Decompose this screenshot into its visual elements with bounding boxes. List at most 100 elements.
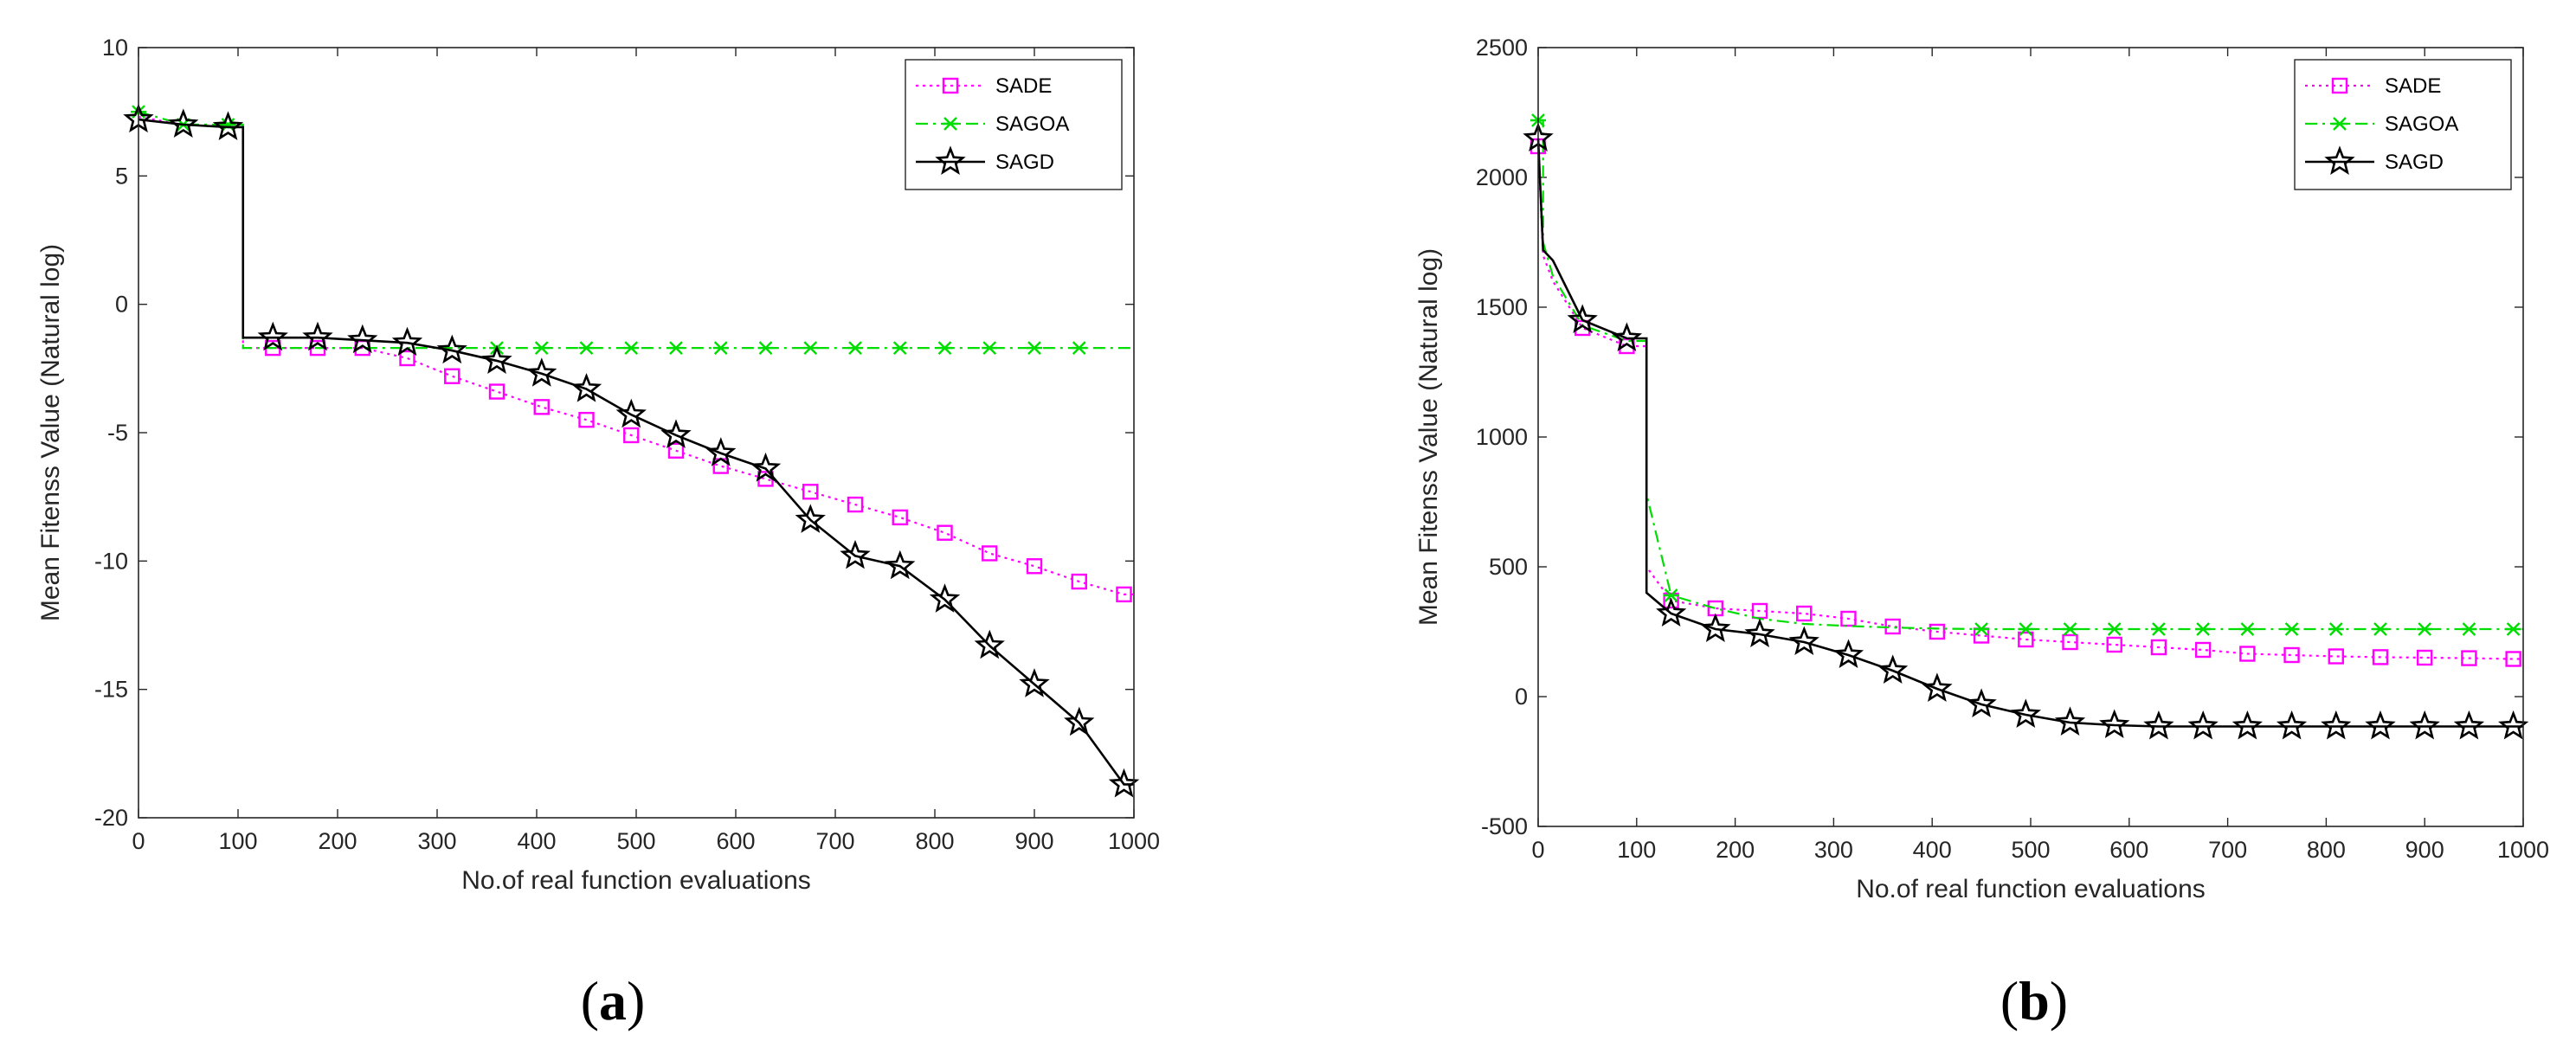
x-tick-label: 1000 — [1108, 828, 1160, 854]
axes-frame — [1537, 47, 2524, 827]
sagoa-marker — [2239, 622, 2256, 636]
x-tick-label: 100 — [218, 828, 257, 854]
sagd-marker — [750, 452, 782, 482]
sade-marker — [623, 427, 640, 444]
y-tick-label: 10 — [102, 35, 128, 61]
sagoa-marker — [1071, 341, 1087, 355]
caption-open-paren: ( — [2000, 970, 2019, 1032]
sade-marker — [2505, 651, 2521, 667]
caption-close-paren: ) — [2050, 970, 2068, 1032]
sagd-marker — [2054, 706, 2086, 736]
x-tick-label: 700 — [2208, 837, 2247, 863]
sagoa-marker — [757, 341, 774, 355]
x-tick-label: 200 — [318, 828, 357, 854]
sagoa-marker — [220, 118, 236, 132]
y-tick-label: -15 — [94, 677, 128, 703]
legend: SADE SAGOA SAGD — [2294, 59, 2512, 190]
x-tick-label: 1000 — [2497, 837, 2549, 863]
sagd-marker — [1064, 706, 1095, 736]
legend-label-sade: SADE — [995, 74, 1052, 98]
sagoa-marker — [533, 341, 550, 355]
sagd-marker — [168, 108, 199, 138]
sade-marker — [982, 545, 998, 562]
sagd-line — [1536, 138, 2523, 728]
sagd-marker — [436, 334, 467, 364]
sagd-marker — [391, 326, 423, 357]
sade-marker — [2018, 631, 2034, 648]
legend-sagd-marker — [2324, 145, 2355, 175]
x-tick-label: 900 — [2405, 837, 2444, 863]
sagd-marker — [1700, 613, 1731, 642]
series-sagd — [1523, 122, 2529, 740]
y-axis-label: Mean Fitenss Value (Natural log) — [36, 244, 65, 621]
sagoa-marker — [2062, 622, 2078, 636]
sagd-marker — [2321, 710, 2352, 740]
sagd-marker — [1966, 688, 1997, 717]
sagd-marker — [1744, 618, 1775, 647]
y-tick-label: -20 — [94, 805, 128, 831]
sade-marker — [399, 350, 415, 367]
sagd-marker — [1788, 626, 1819, 655]
sagoa-marker — [2505, 622, 2521, 636]
sade-marker — [1663, 592, 1679, 609]
caption-letter: b — [2019, 970, 2050, 1032]
chart-panel-a: 0 100 200 300 400 500 600 700 800 900 1000-20-15-1… — [36, 35, 1160, 1032]
sade-marker — [1026, 558, 1043, 575]
x-tick-label: 500 — [616, 828, 655, 854]
sagd-marker — [705, 437, 737, 466]
sade-marker — [2416, 649, 2433, 666]
sagd-marker — [1019, 668, 1050, 697]
x-tick-label: 900 — [1014, 828, 1053, 854]
sade-marker — [937, 524, 953, 541]
x-tick-label: 0 — [1531, 837, 1544, 863]
x-tick-label: 300 — [1814, 837, 1853, 863]
legend-sade-marker — [942, 77, 959, 94]
legend-sagd-marker — [935, 145, 966, 175]
sagoa-marker — [1974, 622, 1990, 636]
sagd-marker — [974, 629, 1005, 659]
sagd-marker — [481, 344, 512, 374]
sagd-marker — [257, 321, 288, 351]
legend-label-sagd: SAGD — [995, 151, 1054, 174]
y-tick-label: 2500 — [1476, 35, 1528, 61]
x-tick-label: 700 — [815, 828, 854, 854]
sagd-marker — [929, 583, 961, 613]
sagoa-marker — [2150, 622, 2167, 636]
sade-marker — [1840, 610, 1857, 627]
sagoa-marker — [2417, 622, 2433, 636]
sagoa-marker — [2106, 622, 2122, 636]
series-sade — [1530, 138, 2523, 667]
sade-marker — [2150, 639, 2167, 656]
y-tick-label: 0 — [1515, 684, 1528, 710]
legend-label-sagd: SAGD — [2385, 151, 2444, 174]
y-tick-label: 1500 — [1476, 294, 1528, 320]
sagd-marker — [526, 357, 557, 387]
legend: SADE SAGOA SAGD — [905, 59, 1123, 190]
sade-marker — [892, 509, 908, 526]
sagd-marker — [615, 398, 647, 428]
sade-marker — [847, 496, 864, 513]
x-tick-label: 600 — [716, 828, 755, 854]
y-tick-label: 1000 — [1476, 424, 1528, 450]
legend-label-sagoa: SAGOA — [2385, 112, 2458, 136]
sagd-marker — [840, 539, 871, 569]
sagoa-marker — [2018, 622, 2034, 636]
sagd-marker — [2010, 698, 2041, 728]
x-tick-label: 800 — [915, 828, 954, 854]
sade-line — [1536, 145, 2523, 660]
y-tick-label: -5 — [107, 420, 128, 446]
sade-marker — [533, 399, 550, 415]
y-tick-label: -500 — [1481, 813, 1528, 839]
y-axis-label: Mean Fitenss Value (Natural log) — [1414, 248, 1443, 626]
sade-marker — [2062, 633, 2078, 651]
sade-marker — [1796, 605, 1813, 622]
sade-marker — [667, 442, 685, 459]
panel-caption: (b) — [2000, 970, 2068, 1032]
chart-panel-b: 0 100 200 300 400 500 600 700 800 900 1000-5000500… — [1414, 35, 2549, 1032]
sagd-marker — [347, 324, 378, 354]
sagd-marker — [2187, 710, 2219, 740]
sagoa-marker — [802, 341, 819, 355]
sade-marker — [802, 484, 819, 500]
sade-marker — [488, 383, 506, 400]
